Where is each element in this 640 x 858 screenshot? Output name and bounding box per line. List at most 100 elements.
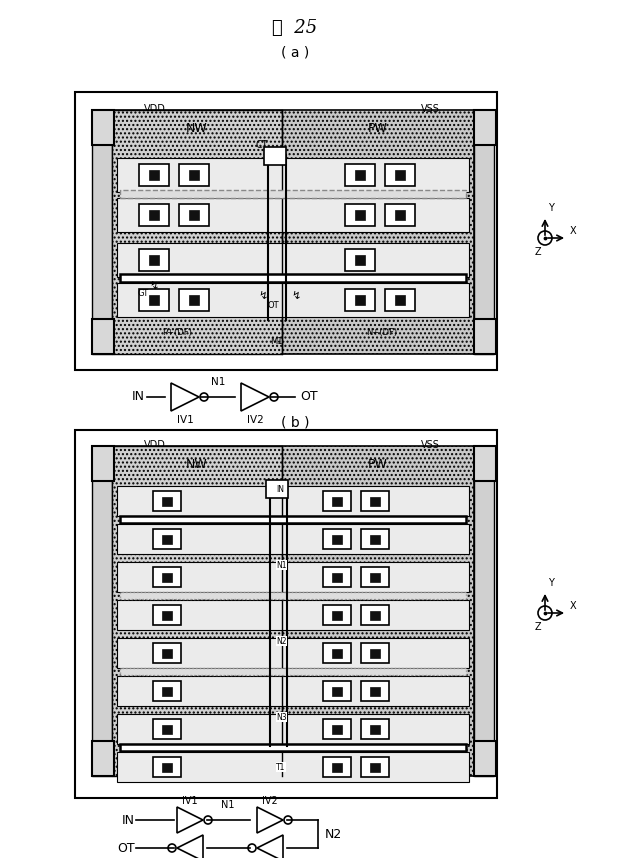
Bar xyxy=(162,535,172,543)
Bar xyxy=(323,757,351,777)
Bar xyxy=(117,562,469,592)
Text: PW: PW xyxy=(368,122,388,135)
Bar xyxy=(117,486,469,516)
Text: N+(DF): N+(DF) xyxy=(367,328,397,336)
Bar xyxy=(323,605,351,625)
Text: OT: OT xyxy=(117,842,135,855)
Bar xyxy=(355,255,365,265)
Text: OT: OT xyxy=(267,301,279,311)
Bar xyxy=(395,210,405,220)
Bar xyxy=(189,210,199,220)
Bar xyxy=(162,649,172,657)
Bar xyxy=(120,744,466,751)
Bar xyxy=(162,724,172,734)
Bar xyxy=(117,600,469,630)
Bar xyxy=(345,164,375,186)
Text: ( a ): ( a ) xyxy=(281,46,309,60)
Bar xyxy=(361,757,389,777)
Bar xyxy=(139,204,169,226)
Text: Z: Z xyxy=(534,622,541,632)
Bar xyxy=(323,681,351,701)
Bar xyxy=(162,497,172,505)
Bar xyxy=(92,446,112,776)
Text: NW: NW xyxy=(186,122,208,135)
Text: P+(DF): P+(DF) xyxy=(162,328,192,336)
Bar xyxy=(385,164,415,186)
Text: T1: T1 xyxy=(276,763,285,771)
Text: IV1: IV1 xyxy=(177,415,193,425)
Bar xyxy=(370,686,380,696)
Text: ↯: ↯ xyxy=(291,291,301,301)
Bar xyxy=(370,535,380,543)
Text: IN: IN xyxy=(276,485,284,493)
Bar xyxy=(112,110,474,354)
Bar xyxy=(153,757,181,777)
Bar xyxy=(370,649,380,657)
Bar xyxy=(153,529,181,549)
Bar xyxy=(370,497,380,505)
Bar xyxy=(474,446,494,776)
Text: OT: OT xyxy=(300,390,317,403)
Bar xyxy=(332,763,342,771)
Bar xyxy=(323,719,351,739)
Text: ↯: ↯ xyxy=(149,281,159,291)
Bar xyxy=(189,170,199,180)
Bar xyxy=(117,198,469,232)
Text: ↯: ↯ xyxy=(259,291,268,301)
Bar xyxy=(139,249,169,271)
Bar xyxy=(355,210,365,220)
Text: N1: N1 xyxy=(276,560,287,570)
Bar xyxy=(323,529,351,549)
Bar xyxy=(361,681,389,701)
Text: VDD: VDD xyxy=(144,104,166,114)
Bar xyxy=(139,164,169,186)
Bar xyxy=(474,110,496,145)
Bar xyxy=(323,643,351,663)
Bar xyxy=(385,204,415,226)
Bar xyxy=(332,649,342,657)
Bar xyxy=(332,724,342,734)
Text: Y: Y xyxy=(548,578,554,588)
Text: X: X xyxy=(570,226,577,236)
Bar xyxy=(179,164,209,186)
Bar xyxy=(474,446,496,481)
Bar xyxy=(189,295,199,305)
Text: N2: N2 xyxy=(276,637,287,645)
Bar xyxy=(120,190,466,198)
Text: IN: IN xyxy=(132,390,145,403)
Bar xyxy=(153,719,181,739)
Bar xyxy=(120,592,466,599)
Text: N3: N3 xyxy=(276,712,287,722)
Bar xyxy=(153,567,181,587)
Bar xyxy=(75,430,497,798)
Bar xyxy=(153,681,181,701)
Bar xyxy=(153,491,181,511)
Text: Z: Z xyxy=(534,247,541,257)
Bar xyxy=(361,567,389,587)
Bar xyxy=(332,497,342,505)
Bar xyxy=(92,319,114,354)
Text: VDD: VDD xyxy=(144,440,166,450)
Bar xyxy=(92,110,114,145)
Bar xyxy=(361,605,389,625)
Bar xyxy=(332,611,342,619)
Bar xyxy=(345,204,375,226)
Bar xyxy=(474,741,496,776)
Text: IV2: IV2 xyxy=(262,796,278,806)
Bar xyxy=(139,289,169,311)
Bar xyxy=(370,611,380,619)
Bar xyxy=(361,491,389,511)
Bar xyxy=(179,204,209,226)
Bar xyxy=(355,295,365,305)
Bar xyxy=(361,719,389,739)
Text: X: X xyxy=(570,601,577,611)
Bar xyxy=(153,605,181,625)
Bar xyxy=(370,572,380,582)
Bar xyxy=(385,289,415,311)
Bar xyxy=(162,686,172,696)
Bar xyxy=(117,714,469,744)
Bar xyxy=(162,572,172,582)
Bar xyxy=(345,289,375,311)
Text: NW: NW xyxy=(186,457,208,470)
Text: CT: CT xyxy=(256,140,268,150)
